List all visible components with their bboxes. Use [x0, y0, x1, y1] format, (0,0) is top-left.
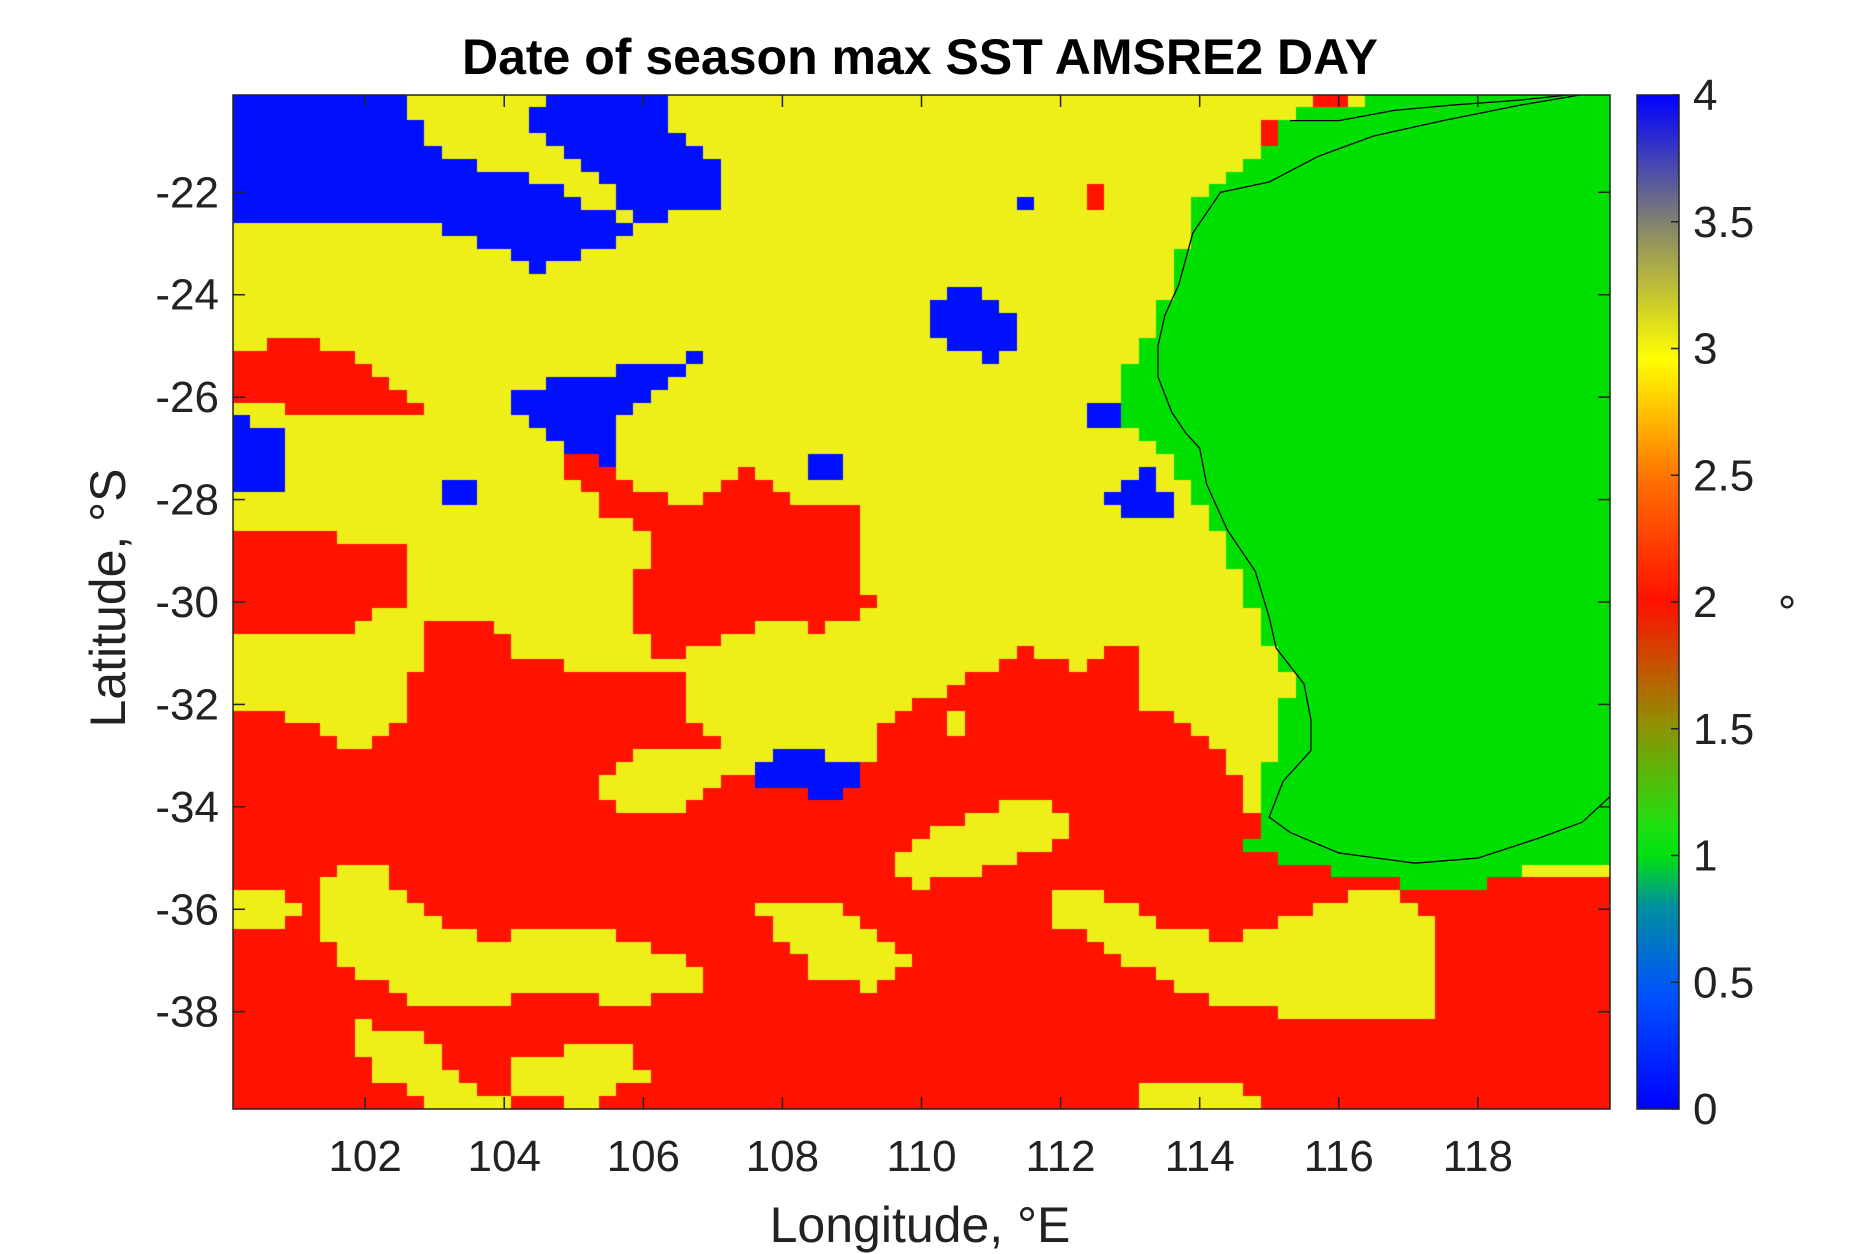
y-tick-label: -38 — [155, 988, 219, 1037]
y-tick-label: -22 — [155, 168, 219, 217]
x-tick-label: 102 — [328, 1132, 401, 1181]
x-tick-label: 114 — [1165, 1132, 1235, 1181]
y-tick-label: -30 — [155, 578, 219, 627]
colorbar-tick-label: 1 — [1693, 832, 1717, 881]
colorbar-tick-label: 2.5 — [1693, 451, 1754, 500]
x-tick-label: 116 — [1304, 1132, 1374, 1181]
y-tick-label: -24 — [155, 271, 219, 320]
coastline — [1157, 95, 1610, 864]
x-tick-label: 104 — [468, 1132, 541, 1181]
axes-layer: 102 104 106 108 110 112 114 116 118 -22 -24 -26 -28 -… — [155, 94, 1611, 1181]
heatmap-raster — [233, 95, 1610, 1109]
map-layer — [233, 95, 1610, 1109]
y-tick-label: -26 — [155, 373, 219, 422]
colorbar-tick-label: 0.5 — [1693, 958, 1754, 1007]
chart-title: Date of season max SST AMSRE2 DAY — [461, 29, 1379, 85]
y-tick-label: -36 — [155, 885, 219, 934]
y-tick-label: -32 — [155, 680, 219, 729]
x-tick-label: 106 — [607, 1132, 680, 1181]
colorbar-tick-label: 0 — [1693, 1085, 1717, 1134]
x-tick-label: 110 — [886, 1132, 956, 1181]
x-axis-label: Longitude, °E — [769, 1197, 1071, 1253]
colorbar-tick-label: 3 — [1693, 325, 1717, 374]
colorbar-tick-label: 2 — [1693, 578, 1717, 627]
colorbar-tick-label: 1.5 — [1693, 705, 1754, 754]
x-tick-label: 112 — [1026, 1132, 1096, 1181]
colorbar-label: ° — [1771, 592, 1823, 612]
colorbar: 0 0.5 1 1.5 2 2.5 3 3.5 4 — [1636, 71, 1754, 1134]
y-tick-label: -34 — [155, 783, 219, 832]
colorbar-tick-label: 4 — [1693, 71, 1717, 120]
x-tick-label: 108 — [746, 1132, 819, 1181]
colorbar-tick-label: 3.5 — [1693, 198, 1754, 247]
y-tick-label: -28 — [155, 476, 219, 525]
x-tick-label: 118 — [1443, 1132, 1513, 1181]
y-axis-label: Latitude, °S — [80, 468, 136, 728]
